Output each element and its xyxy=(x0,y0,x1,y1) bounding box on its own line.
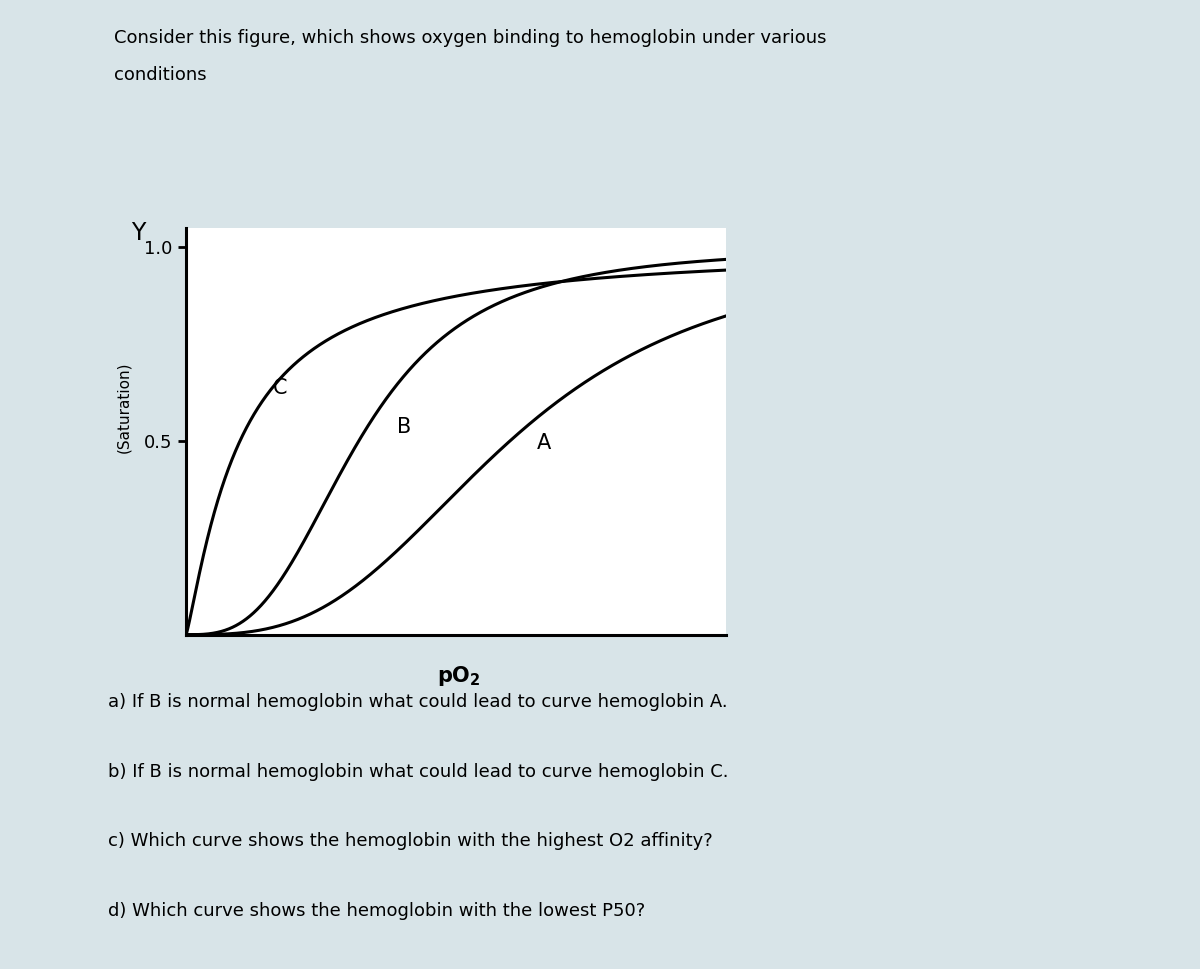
Text: Y: Y xyxy=(131,221,145,244)
Text: b) If B is normal hemoglobin what could lead to curve hemoglobin C.: b) If B is normal hemoglobin what could … xyxy=(108,763,728,781)
Text: C: C xyxy=(272,378,287,398)
Text: conditions: conditions xyxy=(114,66,206,84)
Text: a) If B is normal hemoglobin what could lead to curve hemoglobin A.: a) If B is normal hemoglobin what could … xyxy=(108,693,727,711)
Text: d) Which curve shows the hemoglobin with the lowest P50?: d) Which curve shows the hemoglobin with… xyxy=(108,902,646,921)
Text: A: A xyxy=(538,432,551,453)
Text: c) Which curve shows the hemoglobin with the highest O2 affinity?: c) Which curve shows the hemoglobin with… xyxy=(108,832,713,851)
Text: $\mathbf{pO_2}$: $\mathbf{pO_2}$ xyxy=(437,664,480,688)
Text: B: B xyxy=(396,417,410,437)
Text: Consider this figure, which shows oxygen binding to hemoglobin under various: Consider this figure, which shows oxygen… xyxy=(114,29,827,47)
Text: (Saturation): (Saturation) xyxy=(116,361,131,453)
